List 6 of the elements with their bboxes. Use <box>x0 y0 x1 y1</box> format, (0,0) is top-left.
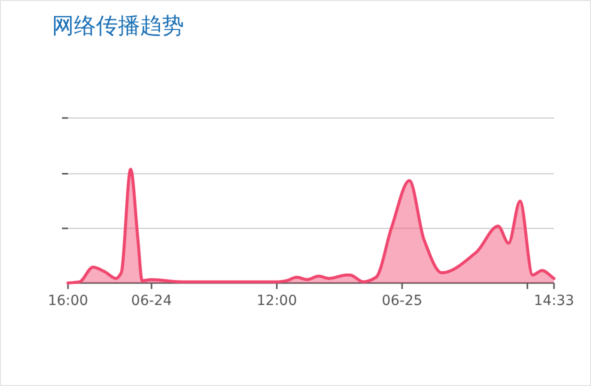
x-tick-label: 14:33 <box>534 293 574 309</box>
chart-title: 网络传播趋势 <box>52 14 184 39</box>
x-tick-label: 12:00 <box>256 293 297 309</box>
x-tick-label: 06-24 <box>131 293 172 309</box>
x-tick-label: 16:00 <box>48 293 88 309</box>
x-tick-label: 06-25 <box>382 293 422 309</box>
